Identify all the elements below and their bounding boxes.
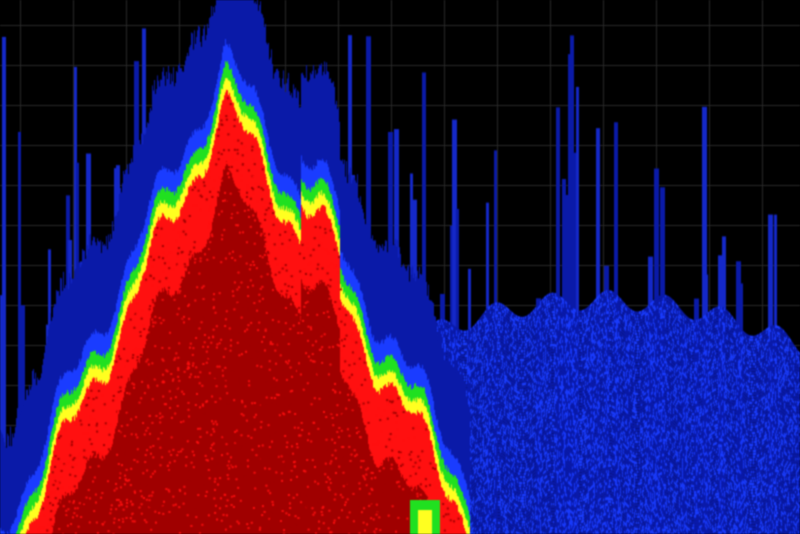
spectrum-display bbox=[0, 0, 800, 534]
spectrum-persistence-canvas bbox=[0, 0, 800, 534]
